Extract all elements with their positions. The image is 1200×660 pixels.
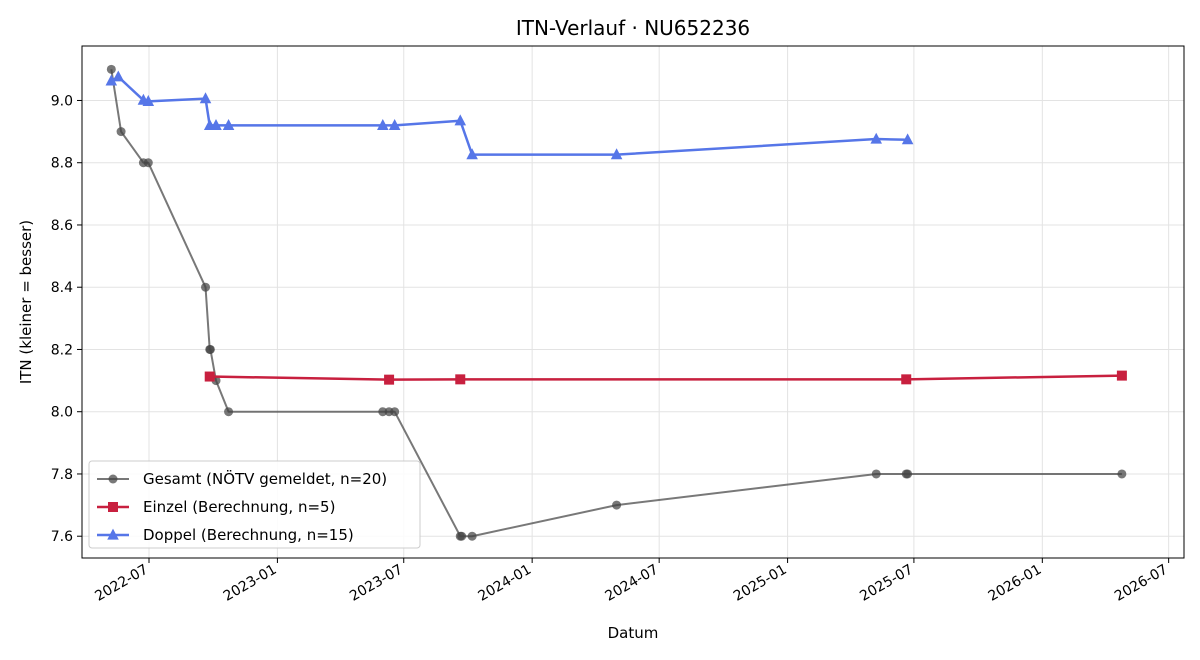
data-point: [466, 148, 478, 160]
x-axis-label: Datum: [608, 624, 659, 642]
data-point: [112, 70, 125, 82]
x-tick-label: 2023-07: [347, 562, 406, 605]
series-circle: [106, 64, 1127, 541]
x-tick-label: 2023-01: [221, 562, 280, 605]
x-tick-label: 2024-07: [603, 562, 662, 605]
data-point: [205, 344, 215, 354]
data-point: [222, 119, 235, 130]
data-point: [467, 531, 477, 541]
series-line: [209, 374, 1122, 381]
data-point: [1116, 370, 1127, 381]
y-axis-label: ITN (kleiner = besser): [17, 220, 35, 384]
data-point: [377, 119, 389, 130]
data-point: [204, 371, 215, 382]
data-point: [390, 407, 400, 417]
y-tick-label: 7.6: [51, 529, 73, 545]
data-point: [610, 148, 623, 160]
data-point: [901, 133, 914, 145]
legend-item: Einzel (Berechnung, n=5): [97, 498, 335, 516]
x-tick-label: 2025-01: [731, 562, 790, 605]
x-axis-ticks: 2022-07 2023-01 2023-07 2024-01 2024-07 2025-…: [92, 558, 1171, 605]
data-point: [142, 95, 155, 107]
legend-item: Gesamt (NÖTV gemeldet, n=20): [97, 469, 387, 488]
plot-area: [105, 64, 1127, 541]
legend-box: [88, 460, 421, 549]
x-tick-label: 2026-01: [986, 562, 1045, 605]
data-point: [224, 407, 234, 417]
x-tick-label: 2022-07: [92, 562, 151, 605]
y-tick-label: 8.0: [51, 405, 73, 421]
data-point: [388, 119, 401, 130]
data-point: [143, 158, 153, 168]
legend: Gesamt (NÖTV gemeldet, n=20) Einzel (Bere…: [88, 460, 421, 549]
y-tick-label: 8.8: [51, 156, 73, 172]
data-point: [116, 127, 126, 137]
y-tick-label: 8.6: [51, 218, 73, 234]
x-tick-label: 2024-01: [475, 562, 534, 605]
series-triangle: [105, 70, 914, 160]
data-point: [870, 132, 882, 144]
data-point: [457, 531, 467, 541]
data-point: [454, 114, 467, 126]
legend-marker: [107, 528, 119, 540]
chart-title: ITN-Verlauf · NU652236: [516, 16, 750, 40]
legend-marker: [108, 502, 118, 512]
legend-label: Doppel (Berechnung, n=15): [143, 526, 354, 544]
x-tick-label: 2026-07: [1112, 562, 1171, 605]
legend-label: Gesamt (NÖTV gemeldet, n=20): [143, 469, 387, 488]
data-point: [210, 119, 222, 130]
legend-marker: [108, 474, 118, 484]
legend-item: Doppel (Berechnung, n=15): [97, 526, 354, 544]
legend-label: Einzel (Berechnung, n=5): [143, 498, 335, 516]
data-point: [106, 64, 116, 74]
y-tick-label: 8.4: [51, 280, 73, 296]
series-line: [110, 75, 908, 156]
data-point: [378, 407, 388, 417]
data-point: [201, 282, 211, 292]
plot-frame: [81, 45, 1185, 559]
data-point: [1117, 469, 1127, 479]
x-tick-label: 2025-07: [857, 562, 916, 605]
series-square: [204, 370, 1127, 385]
data-point: [903, 469, 913, 479]
data-point: [105, 74, 118, 86]
y-tick-label: 7.8: [51, 467, 73, 483]
data-point: [612, 500, 622, 510]
y-axis-ticks: 7.6 7.8 8.0 8.2 8.4 8.6 8.8 9.0: [51, 93, 82, 545]
data-point: [384, 374, 395, 385]
y-tick-label: 8.2: [51, 342, 73, 358]
data-point: [871, 469, 881, 479]
y-tick-label: 9.0: [51, 93, 73, 109]
data-point: [901, 374, 912, 385]
data-point: [455, 374, 466, 385]
data-point: [199, 92, 212, 104]
